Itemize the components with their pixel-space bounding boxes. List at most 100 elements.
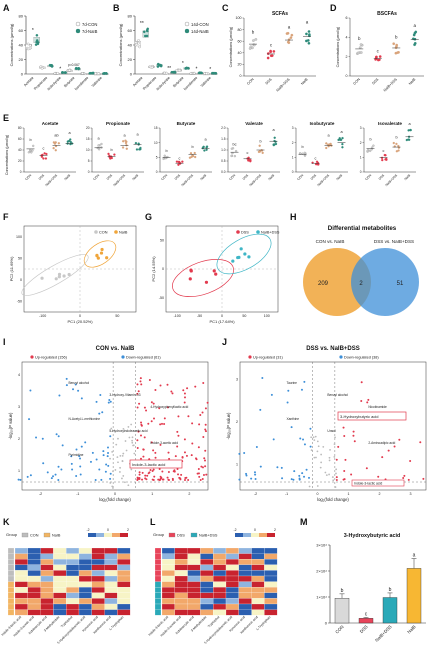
point-up [342,426,345,429]
x-tick-label: -1 [76,492,79,496]
heatmap-cell [53,598,67,605]
point-annotation: N-Acetyl-L-methionine [69,417,101,421]
x-tick-label: NaIB+DSS [384,173,398,187]
point-ns [121,477,123,480]
point-annotation: Pyrimidine [69,453,84,457]
data-point [26,47,30,51]
heatmap-cell [91,559,105,565]
heatmap-cell [213,553,227,560]
sample-point [204,280,209,284]
heatmap-cell [40,581,54,588]
point-up [381,456,384,459]
point-ns [316,450,319,453]
heatmap-cell [161,581,175,588]
highlight-label-2: Indole-3-lactic acid [354,482,382,486]
significance-mark: * [196,67,198,73]
heatmap-cell [104,609,118,616]
point-up [141,478,144,481]
group-annotation-cell [7,553,15,560]
point-up [176,430,179,433]
point-up [145,409,148,412]
y-tick-label: 80 [19,14,24,19]
data-point [57,142,60,145]
heatmap-cell [200,547,214,554]
data-point [34,43,38,46]
x-tick-label: Butyrate [172,76,184,88]
x-tick-label: Isobutyrate [155,76,170,91]
heatmap-cell [117,598,131,605]
chart-title: 3-Hydroxybutyric acid [344,533,401,539]
panel-l-label: L [150,517,156,527]
data-point [186,66,190,70]
point-annotation: 2-Aminoadipic acid [368,441,395,445]
heatmap-cell [213,570,227,577]
point-down [104,470,107,473]
point-up [419,441,422,444]
point-up [204,465,207,468]
point-up [367,398,370,401]
point-up [202,436,205,439]
group-legend-swatch-1 [168,532,176,538]
data-point [285,32,289,35]
heatmap-cell [27,570,41,577]
point-down [300,388,303,391]
point-up [403,474,406,477]
venn-right-count: 51 [397,281,404,287]
y-tick-label: 60 [18,137,22,141]
significance-letter: a [204,137,207,141]
data-point [164,71,168,75]
point-ns [128,436,131,439]
heatmap-cell [66,592,80,599]
x-tick-label: DSS [371,77,379,85]
significance-letter: b [341,588,344,594]
point-down [290,478,293,481]
point-up [181,456,184,459]
point-up [163,417,166,420]
data-point [273,136,276,139]
data-point [162,157,165,161]
x-tick-label: 0 [79,314,81,318]
group-annotation-cell [154,603,162,610]
plot-frame [239,361,427,491]
point-up [200,465,203,468]
heatmap-cell [187,547,201,554]
color-scale-segment [112,533,120,537]
data-point [150,66,154,69]
heatmap-cell [53,553,67,560]
point-up [197,446,200,449]
point-down [107,401,110,404]
heatmap-cell [200,564,214,571]
point-up [201,466,204,469]
point-up [183,392,186,395]
x-tick-label: CON [160,173,168,181]
point-down [19,478,22,481]
point-down [91,451,94,454]
point-up [138,471,141,474]
point-ns [121,460,124,462]
point-down [287,389,290,392]
point-ns [112,487,114,489]
x-tick-label: 0 [114,492,116,496]
heatmap-cell [225,553,239,560]
data-point [233,154,236,158]
heatmap-cell [91,592,105,599]
data-point [249,159,252,162]
point-up [186,387,189,390]
heatmap-cell [187,592,201,599]
x-tick-label: -2 [254,492,257,496]
point-down [57,478,60,481]
panel-c-label: C [222,3,229,13]
group-legend-title: Group [6,532,18,537]
point-up [422,477,425,480]
data-point [107,152,110,156]
data-point [125,147,128,150]
panel-m-label: M [300,517,308,527]
sample-point [214,272,218,276]
heatmap-cell [117,575,131,582]
group-legend-label-1: CON [30,534,39,538]
y-tick-label: 0 [240,74,242,78]
x-tick-label: CON [364,173,372,181]
heatmap-cell [78,603,92,610]
highlight-label: 3-Hydroxybutyric acid [340,414,378,419]
heatmap-cell [91,575,105,582]
